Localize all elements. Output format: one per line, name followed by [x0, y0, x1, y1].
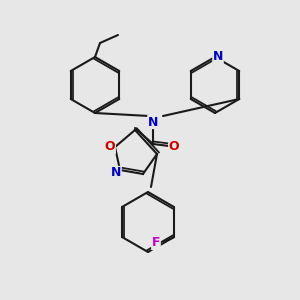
Text: F: F	[152, 236, 160, 250]
Text: N: N	[213, 50, 223, 64]
Text: O: O	[105, 140, 115, 154]
Text: N: N	[148, 116, 158, 128]
Text: N: N	[111, 167, 121, 179]
Text: O: O	[169, 140, 179, 152]
